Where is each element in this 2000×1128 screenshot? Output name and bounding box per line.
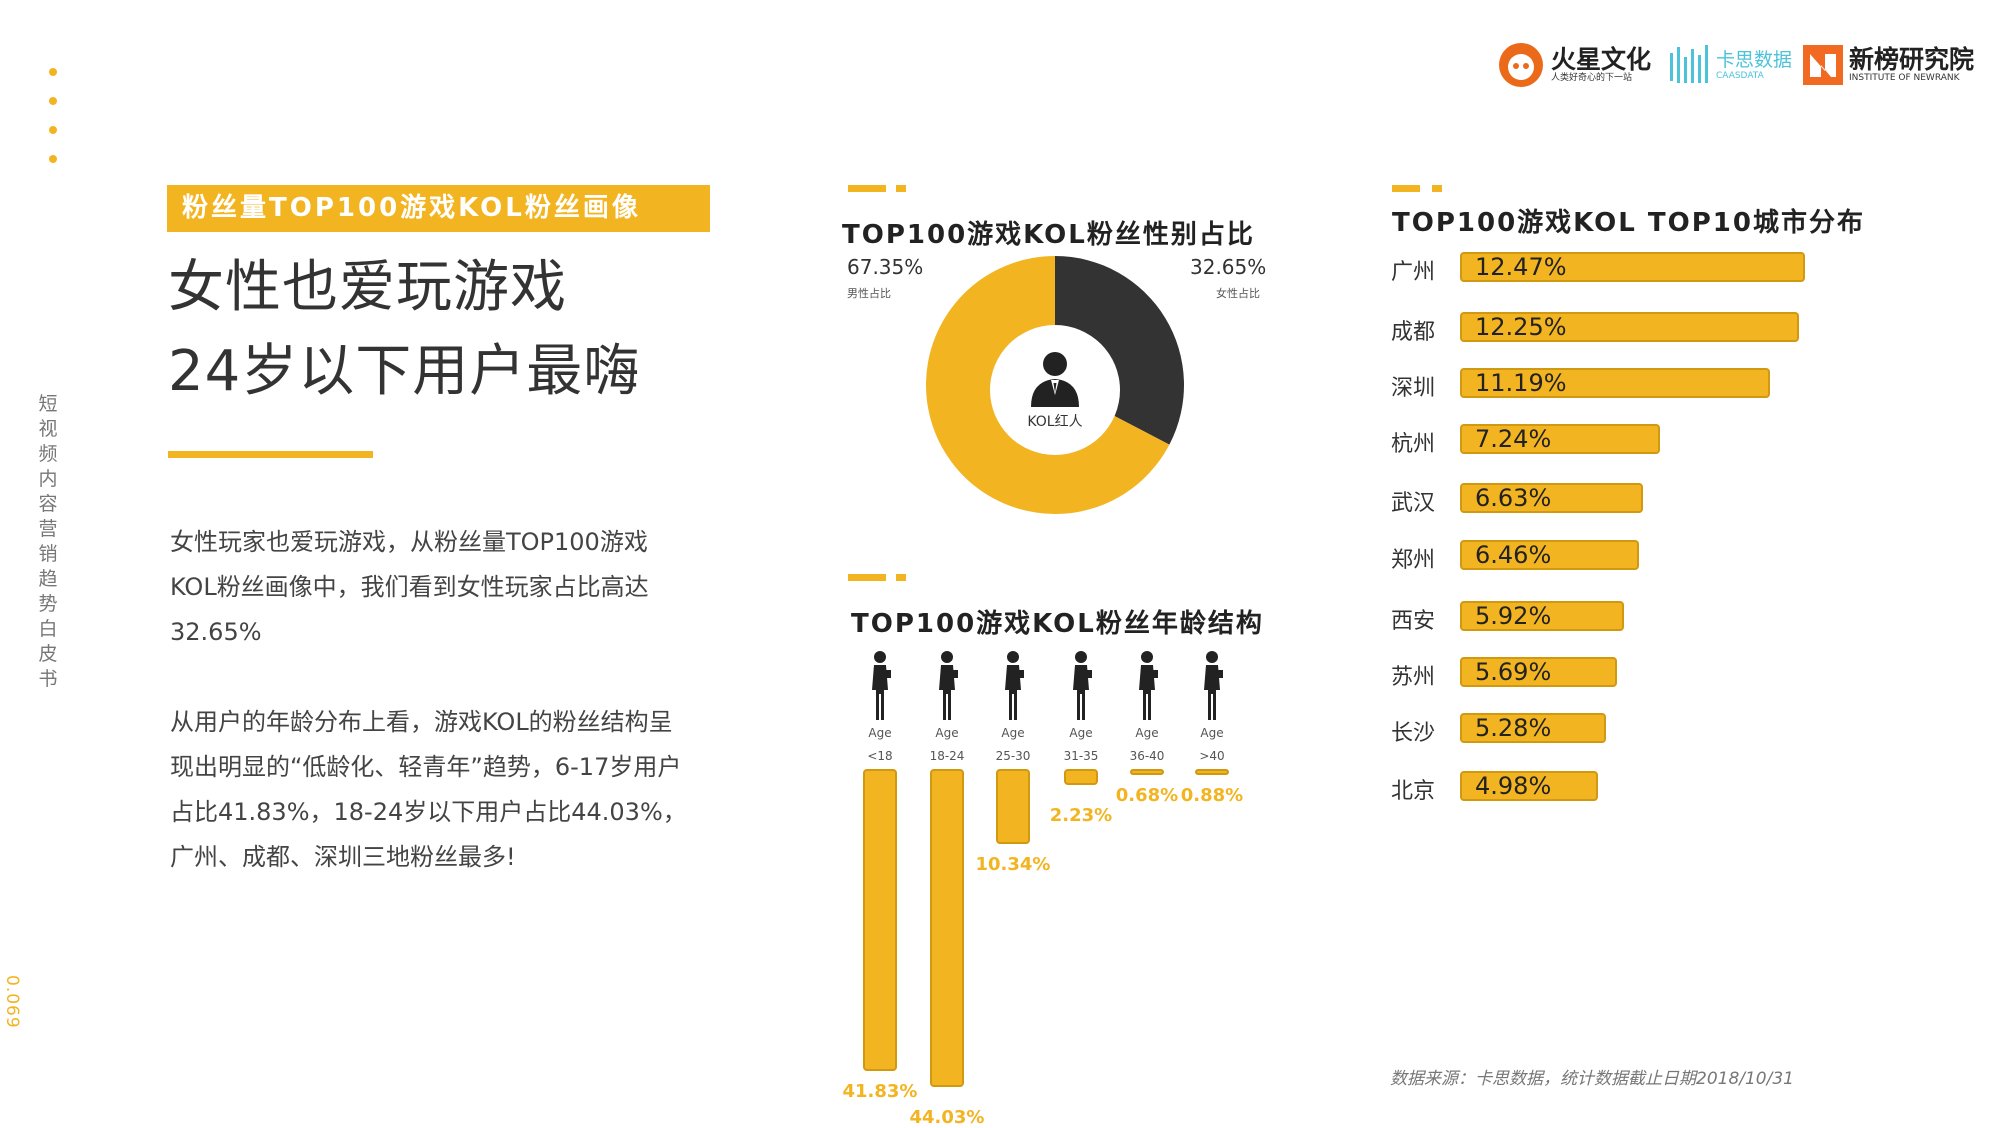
city-name-label: 北京 [1391,779,1436,804]
decor-dot [49,68,57,76]
city-name-label: 杭州 [1391,432,1436,457]
age-figure-icon [1132,650,1162,726]
body-paragraph-2: 从用户的年龄分布上看，游戏KOL的粉丝结构呈现出明显的“低龄化、轻青年”趋势，6… [170,708,687,871]
city-bar [1460,424,1661,454]
city-bar [1460,252,1805,282]
gender-chart-title: TOP100游戏KOL粉丝性别占比 [842,220,1255,250]
age-figure-icon [865,650,895,726]
body-paragraph-1: 女性玩家也爱玩游戏，从粉丝量TOP100游戏KOL粉丝画像中，我们看到女性玩家占… [170,528,649,646]
logo-caasdata: 卡思数据 CAASDATA [1668,40,1792,90]
section-tag: 粉丝量TOP100游戏KOL粉丝画像 [167,185,710,232]
age-value-label: 44.03% [909,1107,985,1128]
age-figure-icon [998,650,1028,726]
city-name-label: 广州 [1391,260,1436,285]
city-value-label: 12.47% [1475,253,1567,281]
city-bar [1460,540,1639,570]
city-bar [1460,601,1624,631]
city-value-label: 6.63% [1475,484,1552,512]
age-word-label: Age [1200,726,1224,740]
decor-dot [49,155,57,163]
city-bar [1460,657,1618,687]
male-pct-label: 67.35% [847,255,924,279]
page-title-line2: 24岁以下用户最嗨 [168,339,641,404]
decor-dot [49,97,57,105]
age-value-label: 0.88% [1180,785,1244,807]
age-category-label: 36-40 [1129,749,1165,763]
city-name-label: 成都 [1391,320,1436,345]
logo-newrank-sub: INSTITUTE OF NEWRANK [1849,72,1960,83]
city-value-label: 5.28% [1475,714,1552,742]
city-bar [1460,713,1607,743]
donut-center-label: KOL红人 [1027,414,1083,430]
age-bar [863,769,897,1072]
age-category-label: 18-24 [929,749,965,763]
city-name-label: 深圳 [1391,376,1436,401]
age-bar [930,769,964,1087]
age-category-label: <18 [867,749,893,763]
city-name-label: 苏州 [1391,665,1436,690]
logo-huoxing-sub: 人类好奇心的下一站 [1551,72,1633,83]
city-value-label: 11.19% [1475,369,1567,397]
newrank-logo-icon [1803,45,1843,85]
title-underline [168,451,373,458]
age-bar [1130,769,1164,775]
city-value-label: 7.24% [1475,425,1552,453]
age-figure-icon [1066,650,1096,726]
age-value-label: 0.68% [1115,785,1179,806]
female-label: 女性占比 [1216,287,1260,300]
page-number: 0.069 [2,975,22,1029]
age-category-label: 31-35 [1063,749,1099,763]
city-chart-title: TOP100游戏KOL TOP10城市分布 [1392,208,1865,238]
city-bar [1460,483,1644,513]
city-name-label: 长沙 [1391,721,1436,746]
age-category-label: >40 [1199,749,1225,763]
age-figure-icon [1197,650,1227,726]
person-icon [1031,352,1079,407]
city-name-label: 西安 [1391,609,1436,634]
age-word-label: Age [1069,726,1093,740]
city-value-label: 5.92% [1475,602,1552,630]
age-value-label: 2.23% [1049,805,1113,827]
vertical-side-title: 短视频内容营销趋势白皮书 [38,393,58,690]
city-bar [1460,368,1770,398]
city-value-label: 4.98% [1475,772,1552,800]
logo-huoxing-name: 火星文化 [1551,44,1652,74]
age-word-label: Age [1001,726,1025,740]
age-bar [1195,769,1229,776]
caasdata-logo-icon [1670,45,1708,83]
age-value-label: 41.83% [842,1081,918,1103]
city-bar [1460,771,1598,801]
decor-dot [49,126,57,134]
city-value-label: 12.25% [1475,313,1567,341]
female-pct-label: 32.65% [1190,255,1267,279]
male-label: 男性占比 [847,287,891,300]
city-value-label: 5.69% [1475,658,1552,686]
age-word-label: Age [935,726,959,740]
age-figure-icon [932,650,962,726]
age-value-label: 10.34% [975,853,1051,875]
age-word-label: Age [868,726,892,740]
logo-newrank: 新榜研究院 INSTITUTE OF NEWRANK [1803,40,1974,90]
age-bar [1064,769,1098,786]
age-bar [996,769,1030,844]
donut-center: KOL红人 [990,325,1120,455]
data-source-note: 数据来源：卡思数据，统计数据截止日期2018/10/31 [1390,1069,1794,1089]
city-name-label: 郑州 [1391,548,1436,573]
page-title-line1: 女性也爱玩游戏 [168,255,567,320]
logo-huoxing: 火星文化 人类好奇心的下一站 [1497,40,1651,90]
age-word-label: Age [1135,726,1159,740]
huoxing-logo-icon [1499,43,1543,87]
logo-caasdata-name: 卡思数据 [1716,48,1793,71]
city-name-label: 武汉 [1391,491,1436,516]
city-bar [1460,312,1799,342]
logo-newrank-name: 新榜研究院 [1849,44,1975,74]
age-category-label: 25-30 [995,749,1031,763]
age-chart-title: TOP100游戏KOL粉丝年龄结构 [851,609,1264,639]
city-value-label: 6.46% [1475,541,1552,569]
logo-caasdata-sub: CAASDATA [1716,70,1764,81]
